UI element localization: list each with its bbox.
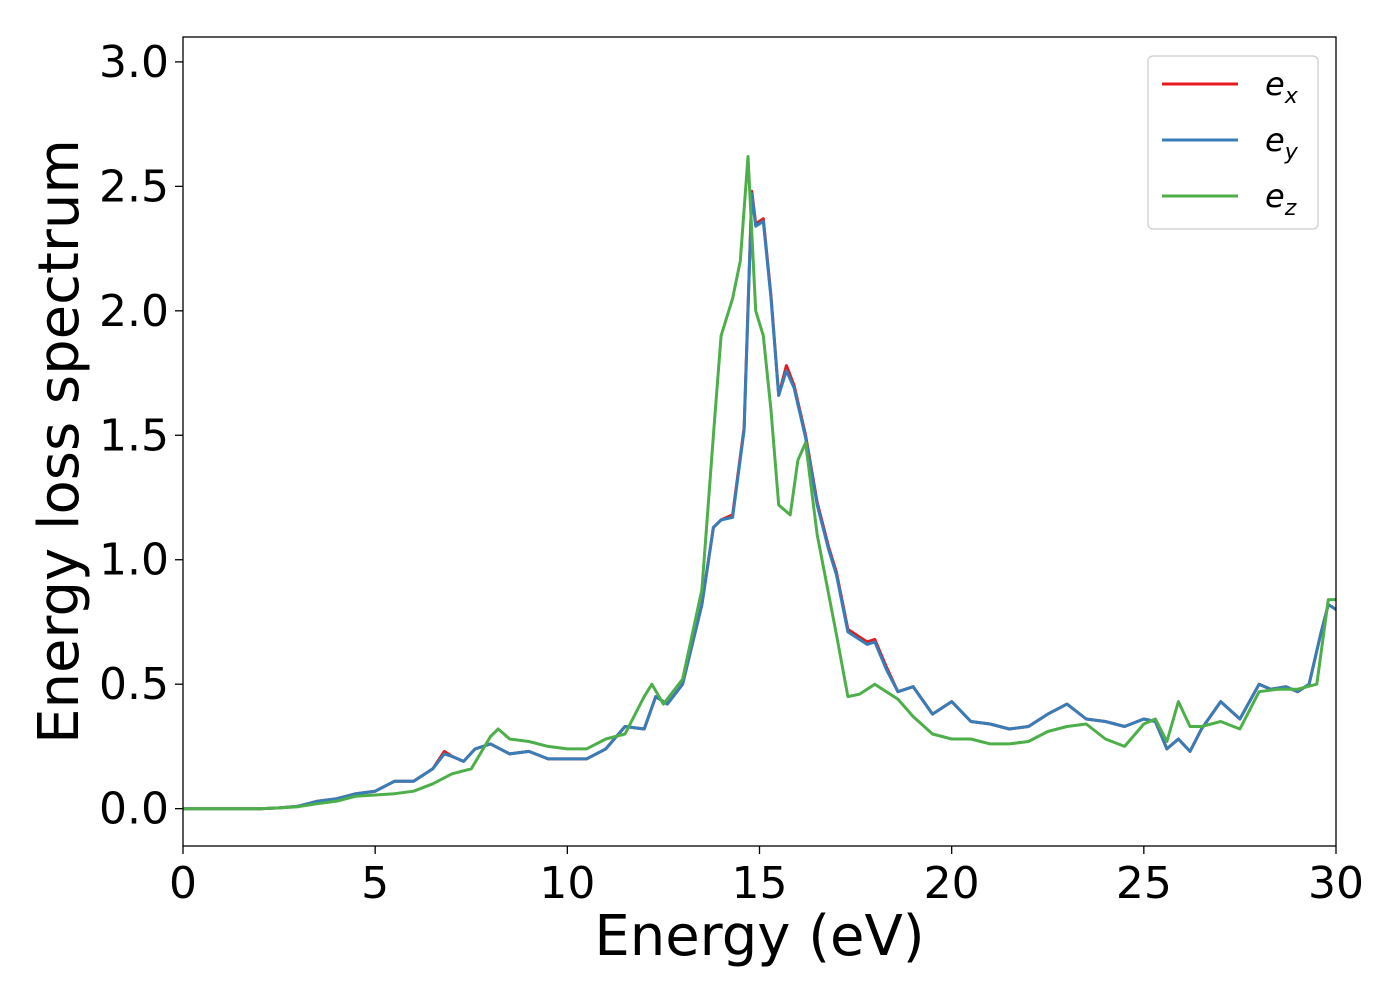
y-tick-label: 1.5 bbox=[99, 410, 169, 461]
legend-label-y: ey bbox=[1265, 121, 1299, 165]
y-tick-label: 0.5 bbox=[99, 659, 169, 710]
x-tick-label: 20 bbox=[924, 858, 980, 909]
plot-area bbox=[183, 155, 1336, 811]
y-tick-label: 0.0 bbox=[99, 784, 169, 835]
y-axis: 0.0 0.5 1.0 1.5 2.0 2.5 3.0 bbox=[99, 37, 183, 835]
y-tick-label: 2.0 bbox=[99, 286, 169, 337]
series-line-z bbox=[183, 155, 1336, 811]
x-tick-label: 30 bbox=[1308, 858, 1364, 909]
legend: ex ey ez bbox=[1147, 55, 1319, 230]
x-tick-label: 0 bbox=[169, 858, 197, 909]
y-tick-label: 2.5 bbox=[99, 161, 169, 212]
x-axis: 0 5 10 15 20 25 30 bbox=[169, 846, 1364, 909]
legend-label-x: ex bbox=[1265, 65, 1299, 109]
x-axis-label: Energy (eV) bbox=[594, 904, 924, 969]
y-axis-label: Energy loss spectrum bbox=[27, 139, 92, 744]
x-tick-label: 10 bbox=[539, 858, 595, 909]
x-tick-label: 15 bbox=[732, 858, 788, 909]
legend-label-z: ez bbox=[1265, 177, 1297, 221]
legend-box bbox=[1147, 55, 1319, 230]
x-tick-label: 5 bbox=[361, 858, 389, 909]
series-line-y bbox=[183, 192, 1336, 811]
y-tick-label: 1.0 bbox=[99, 535, 169, 586]
x-tick-label: 25 bbox=[1116, 858, 1172, 909]
series-line-x bbox=[183, 189, 1336, 811]
y-tick-label: 3.0 bbox=[99, 37, 169, 88]
